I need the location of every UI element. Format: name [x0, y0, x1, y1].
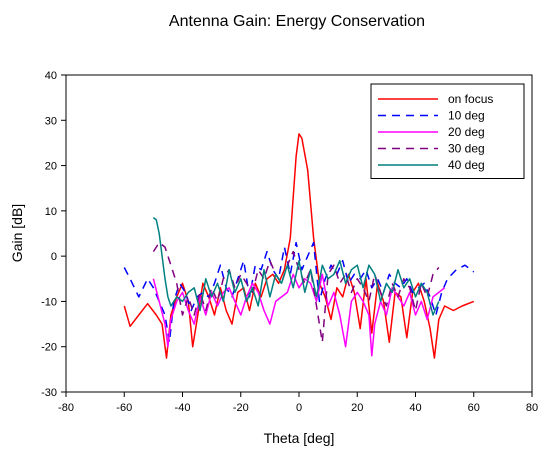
x-tick-label: -20: [233, 402, 249, 414]
y-tick-label: 40: [45, 70, 57, 82]
y-tick-label: -20: [41, 342, 57, 354]
series-line-10-deg: [123, 241, 475, 343]
y-tick-label: -30: [41, 387, 57, 399]
legend-label: 30 deg: [448, 142, 485, 156]
x-tick-label: 80: [526, 402, 538, 414]
y-tick-label: 20: [45, 161, 57, 173]
x-tick-label: 40: [409, 402, 421, 414]
series-group: [123, 133, 475, 359]
x-tick-label: 20: [351, 402, 363, 414]
x-tick-label: -60: [116, 402, 132, 414]
x-tick-label: -80: [58, 402, 74, 414]
legend-label: 40 deg: [448, 158, 485, 172]
chart-title: Antenna Gain: Energy Conservation: [169, 13, 425, 30]
x-tick-label: 0: [296, 402, 302, 414]
y-tick-label: 30: [45, 115, 57, 127]
y-axis: -30 -20 -10 0 10 20 30 40: [41, 70, 66, 399]
y-tick-label: 10: [45, 206, 57, 218]
x-axis-title: Theta [deg]: [264, 430, 335, 446]
x-tick-label: 60: [468, 402, 480, 414]
y-tick-label: 0: [51, 251, 57, 263]
x-axis: -80 -60 -40 -20 0 20 40 60 80: [58, 392, 538, 414]
legend-label: 10 deg: [448, 109, 485, 123]
y-axis-title: Gain [dB]: [9, 204, 25, 262]
legend: on focus 10 deg 20 deg 30 deg 40 deg: [370, 83, 525, 179]
x-tick-label: -40: [175, 402, 191, 414]
series-line-20-deg: [152, 273, 446, 357]
legend-label: on focus: [448, 92, 493, 106]
series-line-40-deg: [152, 217, 440, 316]
y-tick-label: -10: [41, 296, 57, 308]
legend-label: 20 deg: [448, 125, 485, 139]
